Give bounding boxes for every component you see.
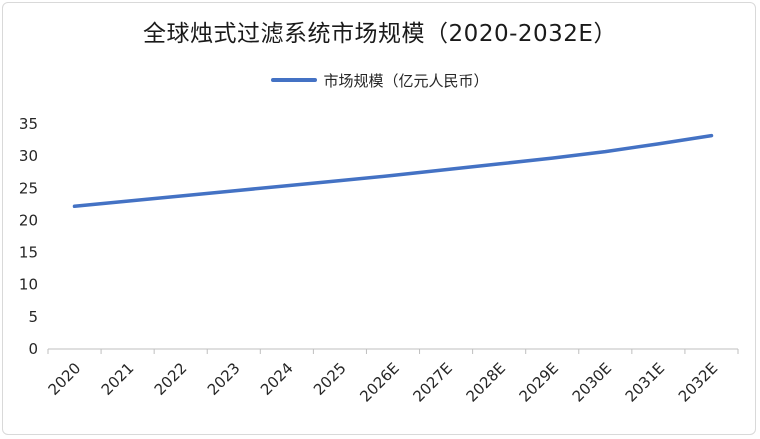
x-tick-label: 2020 [45, 359, 85, 399]
y-tick-label: 35 [19, 115, 38, 133]
y-tick-label: 10 [19, 276, 38, 294]
x-tick-label: 2022 [151, 359, 191, 399]
y-tick-label: 5 [28, 308, 38, 326]
y-tick-label: 0 [28, 340, 38, 358]
x-tick-label: 2027E [409, 359, 455, 405]
chart-frame [2, 2, 756, 435]
legend: 市场规模（亿元人民币） [0, 70, 760, 91]
series-line [72, 133, 714, 209]
x-tick-label: 2025 [310, 359, 350, 399]
x-tick-label: 2032E [675, 359, 721, 405]
x-tick-label: 2023 [204, 359, 244, 399]
chart-title: 全球烛式过滤系统市场规模（2020-2032E） [143, 21, 617, 47]
legend-swatch [271, 77, 318, 82]
x-tick-label: 2031E [622, 359, 668, 405]
x-tick-label: 2021 [98, 359, 138, 399]
x-tick-label: 2026E [356, 359, 402, 405]
y-tick-label: 25 [19, 179, 38, 197]
legend-label: 市场规模（亿元人民币） [323, 72, 489, 90]
x-tick-label: 2028E [463, 359, 509, 405]
y-tick-label: 15 [19, 244, 38, 262]
y-tick-label: 20 [19, 211, 38, 229]
x-tick-label: 2024 [257, 359, 297, 399]
y-tick-label: 30 [19, 147, 38, 165]
x-tick-label: 2030E [569, 359, 615, 405]
x-tick-label: 2029E [516, 359, 562, 405]
